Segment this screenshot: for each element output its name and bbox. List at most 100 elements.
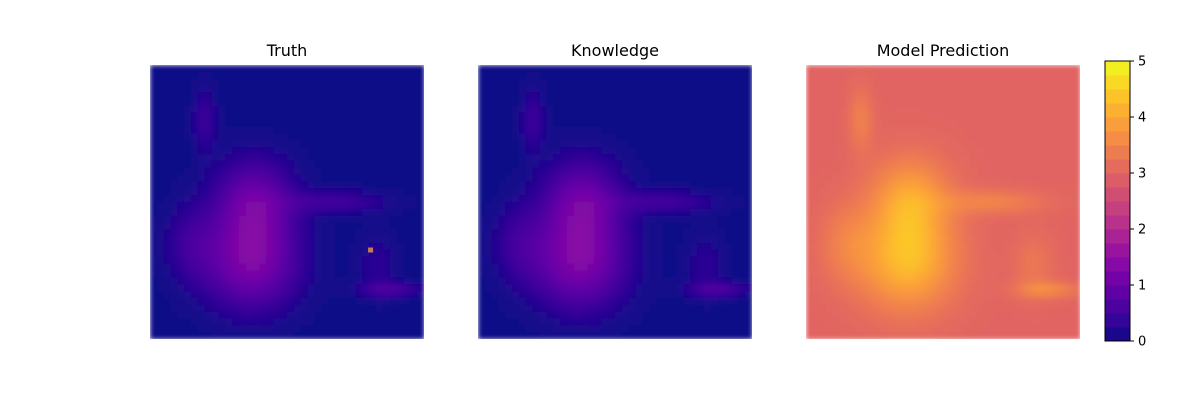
heatmap-cell: [621, 277, 630, 285]
heatmap-cell: [266, 99, 274, 107]
heatmap-cell: [745, 160, 752, 169]
heatmap-cell: [341, 99, 350, 107]
heatmap-cell: [1045, 202, 1054, 210]
heatmap-cell: [300, 167, 309, 176]
heatmap-cell: [191, 147, 199, 155]
heatmap-cell: [936, 229, 944, 237]
heatmap-cell: [997, 174, 1006, 183]
heatmap-cell: [355, 71, 363, 80]
heatmap-cell: [519, 112, 527, 121]
heatmap-cell: [833, 119, 841, 128]
heatmap-cell: [1073, 119, 1080, 128]
heatmap-cell: [1073, 297, 1080, 306]
heatmap-cell: [812, 106, 821, 114]
heatmap-cell: [662, 133, 671, 141]
heatmap-cell: [177, 71, 185, 80]
heatmap-cell: [669, 119, 678, 128]
heatmap-cell: [922, 133, 930, 141]
heatmap-cell: [232, 92, 240, 100]
heatmap-cell: [881, 181, 889, 189]
heatmap-cell: [745, 126, 752, 135]
heatmap-cell: [683, 284, 691, 292]
heatmap-cell: [348, 106, 357, 114]
heatmap-cell: [662, 208, 671, 217]
heatmap-cell: [915, 236, 924, 244]
heatmap-cell: [853, 202, 862, 210]
heatmap-cell: [649, 188, 657, 196]
heatmap-cell: [293, 181, 302, 189]
heatmap-cell: [348, 229, 357, 237]
heatmap-cell: [1066, 215, 1074, 224]
heatmap-cell: [321, 297, 329, 306]
heatmap-cell: [184, 181, 192, 189]
heatmap-cell: [1004, 65, 1013, 73]
heatmap-cell: [943, 92, 951, 100]
heatmap-cell: [266, 174, 274, 183]
heatmap-cell: [519, 71, 527, 80]
heatmap-cell: [881, 112, 889, 121]
heatmap-cell: [867, 325, 876, 333]
heatmap-cell: [690, 71, 698, 80]
heatmap-cell: [683, 140, 691, 148]
heatmap-cell: [949, 332, 958, 339]
heatmap-cell: [163, 126, 172, 135]
heatmap-cell: [382, 140, 391, 148]
heatmap-cell: [1059, 215, 1067, 224]
heatmap-cell: [881, 297, 889, 306]
heatmap-cell: [956, 229, 965, 237]
heatmap-cell: [150, 304, 158, 313]
heatmap-cell: [410, 188, 418, 196]
heatmap-cell: [745, 112, 752, 121]
heatmap-cell: [922, 318, 930, 326]
heatmap-cell: [525, 112, 534, 121]
heatmap-cell: [163, 236, 172, 244]
heatmap-cell: [259, 92, 268, 100]
heatmap-cell: [819, 249, 828, 258]
heatmap-cell: [403, 99, 411, 107]
heatmap-cell: [170, 106, 178, 114]
heatmap-cell: [553, 291, 561, 299]
heatmap-cell: [293, 154, 302, 162]
heatmap-cell: [601, 195, 609, 203]
heatmap-cell: [642, 277, 650, 285]
heatmap-cell: [853, 78, 862, 87]
heatmap-cell: [498, 71, 506, 80]
heatmap-cell: [1038, 263, 1047, 272]
heatmap-cell: [341, 325, 350, 333]
heatmap-cell: [1038, 106, 1047, 114]
heatmap-cell: [532, 249, 541, 258]
heatmap-cell: [949, 106, 958, 114]
heatmap-cell: [293, 126, 302, 135]
heatmap-cell: [717, 304, 726, 313]
heatmap-cell: [252, 229, 261, 237]
heatmap-cell: [594, 270, 602, 278]
heatmap-cell: [608, 160, 616, 169]
heatmap-cell: [1045, 208, 1054, 217]
heatmap-cell: [498, 332, 506, 339]
heatmap-cell: [840, 140, 848, 148]
heatmap-cell: [984, 291, 992, 299]
heatmap-cell: [608, 126, 616, 135]
heatmap-cell: [949, 181, 958, 189]
heatmap-cell: [573, 263, 582, 272]
heatmap-cell: [1073, 270, 1080, 278]
heatmap-cell: [300, 311, 309, 320]
heatmap-cell: [901, 284, 910, 292]
heatmap-cell: [594, 284, 602, 292]
heatmap-panel-knowledge: Knowledge: [478, 41, 752, 339]
heatmap-cell: [170, 249, 178, 258]
heatmap-cell: [334, 154, 343, 162]
heatmap-cell: [376, 236, 384, 244]
heatmap-cell: [943, 291, 951, 299]
heatmap-cell: [915, 297, 924, 306]
heatmap-cell: [717, 133, 726, 141]
heatmap-cell: [314, 119, 322, 128]
heatmap-cell: [608, 188, 616, 196]
heatmap-cell: [403, 284, 411, 292]
heatmap-cell: [163, 311, 172, 320]
heatmap-cell: [738, 229, 746, 237]
heatmap-cell: [519, 229, 527, 237]
heatmap-cell: [587, 147, 596, 155]
heatmap-cell: [403, 263, 411, 272]
heatmap-cell: [847, 243, 855, 251]
